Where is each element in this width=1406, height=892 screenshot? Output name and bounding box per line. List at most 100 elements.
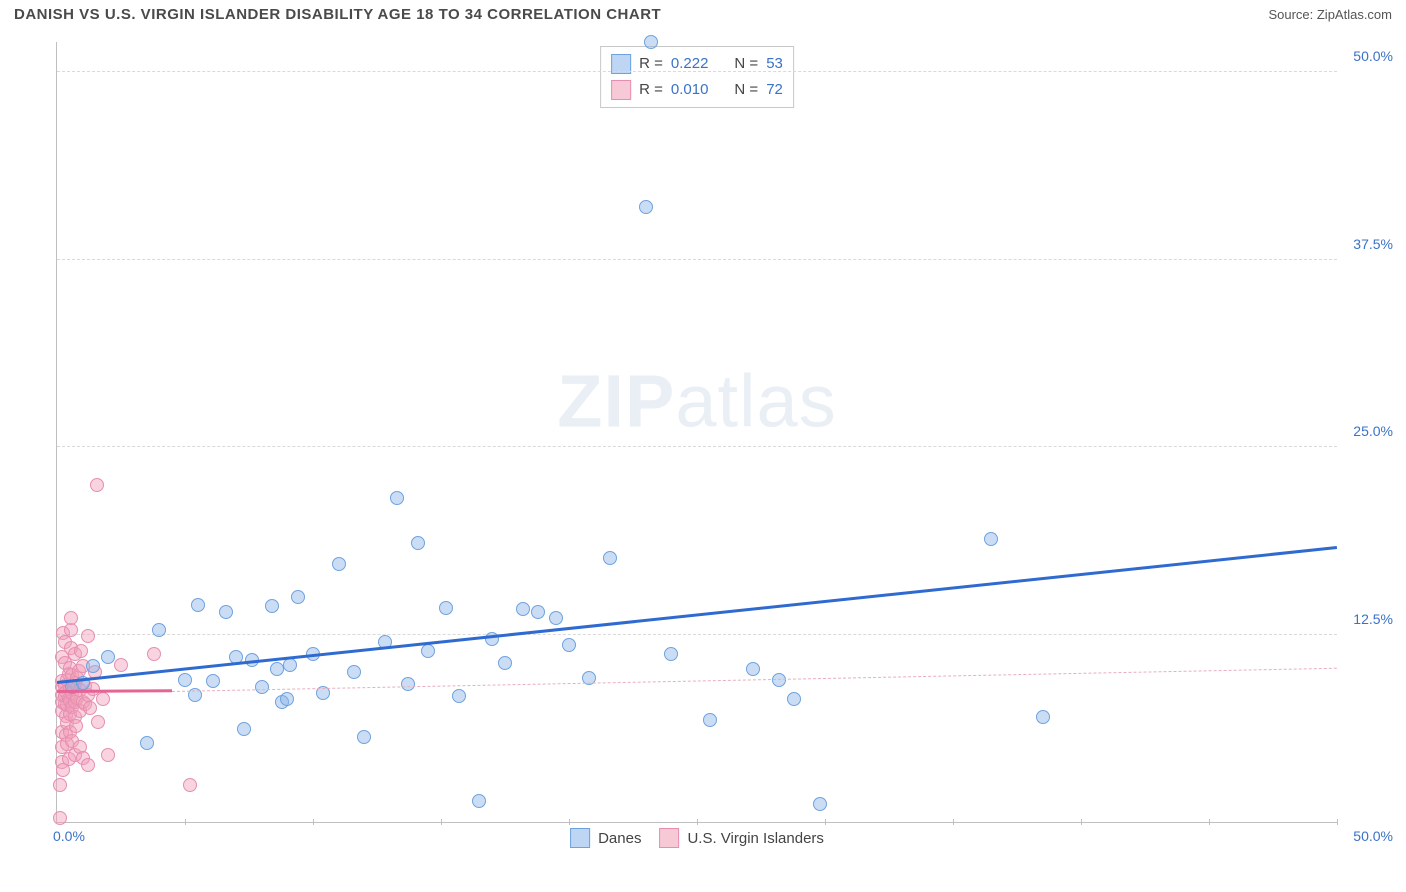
data-point-blue <box>644 35 658 49</box>
data-point-blue <box>984 532 998 546</box>
legend-swatch-pink <box>611 80 631 100</box>
legend-r-value: 0.010 <box>671 77 709 103</box>
y-tick-label: 25.0% <box>1353 423 1393 439</box>
legend-swatch-blue <box>570 828 590 848</box>
legend-r-label: R = <box>639 77 663 103</box>
x-tick <box>1209 819 1210 825</box>
chart-title: DANISH VS U.S. VIRGIN ISLANDER DISABILIT… <box>14 6 661 23</box>
data-point-blue <box>562 638 576 652</box>
data-point-pink <box>90 478 104 492</box>
data-point-blue <box>390 491 404 505</box>
data-point-blue <box>347 665 361 679</box>
plot-area: ZIPatlas R =0.222N =53R =0.010N =72 Dane… <box>56 42 1337 823</box>
trendline-pink <box>57 689 172 693</box>
y-tick-label: 37.5% <box>1353 236 1393 252</box>
x-tick <box>825 819 826 825</box>
legend-series: Danes U.S. Virgin Islanders <box>570 828 824 848</box>
data-point-pink <box>91 715 105 729</box>
data-point-pink <box>96 692 110 706</box>
chart-source: Source: ZipAtlas.com <box>1268 7 1392 22</box>
data-point-pink <box>114 658 128 672</box>
legend-item-blue: Danes <box>570 828 641 848</box>
data-point-blue <box>140 736 154 750</box>
y-tick-label: 50.0% <box>1353 48 1393 64</box>
data-point-pink <box>183 778 197 792</box>
data-point-blue <box>332 557 346 571</box>
gridline <box>57 446 1337 447</box>
chart-area: Disability Age 18 to 34 ZIPatlas R =0.22… <box>14 36 1392 856</box>
data-point-blue <box>603 551 617 565</box>
data-point-pink <box>83 701 97 715</box>
source-prefix: Source: <box>1268 7 1316 22</box>
data-point-blue <box>703 713 717 727</box>
data-point-blue <box>86 659 100 673</box>
data-point-blue <box>237 722 251 736</box>
y-tick-label: 12.5% <box>1353 611 1393 627</box>
data-point-pink <box>53 811 67 825</box>
data-point-blue <box>357 730 371 744</box>
data-point-blue <box>439 601 453 615</box>
gridline <box>57 634 1337 635</box>
data-point-pink <box>81 629 95 643</box>
legend-row-blue: R = 0.222 N = 53 <box>611 51 783 77</box>
data-point-blue <box>101 650 115 664</box>
data-point-pink <box>81 758 95 772</box>
data-point-blue <box>1036 710 1050 724</box>
legend-n-value: 72 <box>766 77 783 103</box>
data-point-blue <box>452 689 466 703</box>
legend-swatch-pink <box>659 828 679 848</box>
legend-label: U.S. Virgin Islanders <box>687 830 823 847</box>
legend-label: Danes <box>598 830 641 847</box>
legend-n-label: N = <box>734 77 758 103</box>
x-tick <box>1337 819 1338 825</box>
data-point-blue <box>639 200 653 214</box>
legend-r-value: 0.222 <box>671 51 709 77</box>
data-point-blue <box>401 677 415 691</box>
data-point-blue <box>265 599 279 613</box>
gridline <box>57 259 1337 260</box>
data-point-pink <box>147 647 161 661</box>
data-point-pink <box>64 611 78 625</box>
x-tick <box>1081 819 1082 825</box>
data-point-pink <box>53 778 67 792</box>
legend-row-pink: R = 0.010 N = 72 <box>611 77 783 103</box>
data-point-blue <box>191 598 205 612</box>
data-point-blue <box>472 794 486 808</box>
data-point-blue <box>549 611 563 625</box>
data-point-blue <box>255 680 269 694</box>
x-tick <box>313 819 314 825</box>
x-tick <box>185 819 186 825</box>
data-point-blue <box>787 692 801 706</box>
data-point-blue <box>531 605 545 619</box>
data-point-blue <box>746 662 760 676</box>
data-point-blue <box>516 602 530 616</box>
gridline <box>57 71 1337 72</box>
x-tick <box>569 819 570 825</box>
data-point-blue <box>178 673 192 687</box>
data-point-blue <box>219 605 233 619</box>
data-point-blue <box>152 623 166 637</box>
legend-n-label: N = <box>734 51 758 77</box>
x-tick <box>953 819 954 825</box>
legend-r-label: R = <box>639 51 663 77</box>
watermark-zip: ZIP <box>557 359 675 442</box>
data-point-pink <box>101 748 115 762</box>
x-tick <box>697 819 698 825</box>
data-point-blue <box>813 797 827 811</box>
trendline-blue <box>57 546 1337 684</box>
data-point-blue <box>421 644 435 658</box>
legend-item-pink: U.S. Virgin Islanders <box>659 828 823 848</box>
watermark-atlas: atlas <box>675 359 836 442</box>
x-tick <box>441 819 442 825</box>
data-point-pink <box>74 644 88 658</box>
legend-n-value: 53 <box>766 51 783 77</box>
watermark: ZIPatlas <box>557 358 836 443</box>
data-point-blue <box>291 590 305 604</box>
data-point-pink <box>64 623 78 637</box>
data-point-blue <box>411 536 425 550</box>
data-point-pink <box>69 719 83 733</box>
data-point-blue <box>664 647 678 661</box>
data-point-blue <box>498 656 512 670</box>
source-link[interactable]: ZipAtlas.com <box>1317 7 1392 22</box>
data-point-blue <box>206 674 220 688</box>
